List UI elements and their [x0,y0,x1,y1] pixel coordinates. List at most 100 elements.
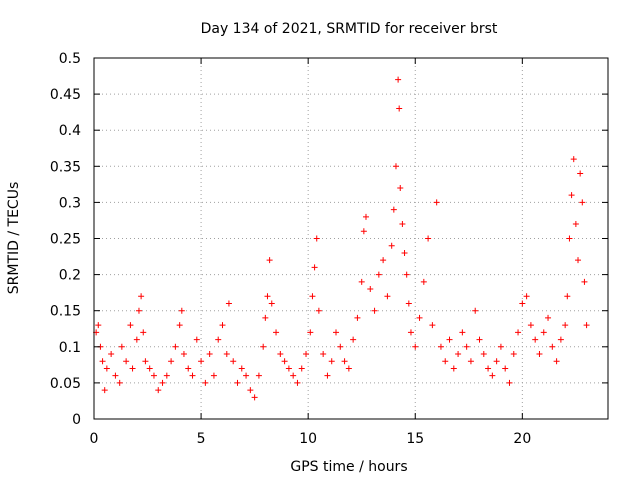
data-point [298,365,305,372]
data-point [416,314,423,321]
data-point [407,329,414,336]
data-point [375,271,382,278]
data-point [264,293,271,300]
data-point [575,257,582,264]
data-point [433,199,440,206]
data-point [360,228,367,235]
data-point [129,365,136,372]
y-tick-label: 0.45 [50,87,81,103]
data-point [146,365,153,372]
data-point [527,322,534,329]
data-point [405,300,412,307]
y-tick-label: 0.3 [59,195,81,211]
data-point [180,351,187,358]
data-point [463,343,470,350]
y-axis-ticks: 0 0.05 0.1 0.15 0.2 0.25 0.3 0.35 0.4 0.45 0.5 [50,51,608,428]
data-point [568,192,575,199]
data-point [502,365,509,372]
data-point [396,105,403,112]
data-point [251,394,258,401]
data-point [150,372,157,379]
data-point [172,343,179,350]
data-point [215,336,222,343]
data-point [420,278,427,285]
data-point [324,372,331,379]
data-point [320,351,327,358]
y-tick-label: 0.1 [59,340,81,356]
data-point [127,322,134,329]
data-point [273,329,280,336]
data-point [255,372,262,379]
data-point [572,221,579,228]
data-point [485,365,492,372]
data-point [307,329,314,336]
data-point [388,242,395,249]
data-point [243,372,250,379]
data-point [103,365,110,372]
data-point [515,329,522,336]
data-point [285,365,292,372]
x-tick-label: 5 [197,431,206,447]
data-point [497,343,504,350]
data-point [399,221,406,228]
data-point [138,293,145,300]
y-tick-label: 0.5 [59,51,81,67]
data-point [315,307,322,314]
data-point [403,271,410,278]
data-point [178,307,185,314]
y-tick-label: 0 [72,412,81,428]
data-point [193,336,200,343]
data-point [493,358,500,365]
data-point [198,358,205,365]
data-point [155,387,162,394]
data-point [384,293,391,300]
data-point [562,322,569,329]
data-point [328,358,335,365]
data-point [401,249,408,256]
data-point [390,206,397,213]
x-axis-label: GPS time / hours [290,459,407,475]
data-point [118,343,125,350]
data-point [185,365,192,372]
data-point [367,286,374,293]
data-point [163,372,170,379]
data-point [354,314,361,321]
data-point [206,351,213,358]
data-point [570,156,577,163]
data-point [459,329,466,336]
chart-title: Day 134 of 2021, SRMTID for receiver brs… [201,21,498,37]
data-point [230,358,237,365]
y-tick-label: 0.05 [50,376,81,392]
grid-lines [94,58,608,419]
data-point [455,351,462,358]
data-point [345,365,352,372]
y-tick-label: 0.2 [59,268,81,284]
data-point [395,76,402,83]
data-point [450,365,457,372]
data-point [442,358,449,365]
data-point [536,351,543,358]
x-tick-label: 10 [299,431,317,447]
data-point [489,372,496,379]
data-point [333,329,340,336]
data-point [189,372,196,379]
data-point [540,329,547,336]
data-point [294,379,301,386]
data-point [176,322,183,329]
data-point [123,358,130,365]
data-point [281,358,288,365]
y-tick-label: 0.25 [50,232,81,248]
data-point [309,293,316,300]
data-point [581,278,588,285]
data-point [472,307,479,314]
data-point [313,235,320,242]
data-point [95,322,102,329]
data-point [159,379,166,386]
data-point [566,235,573,242]
data-point [202,379,209,386]
x-tick-label: 0 [90,431,99,447]
data-point [557,336,564,343]
data-point [238,365,245,372]
data-point [112,372,119,379]
